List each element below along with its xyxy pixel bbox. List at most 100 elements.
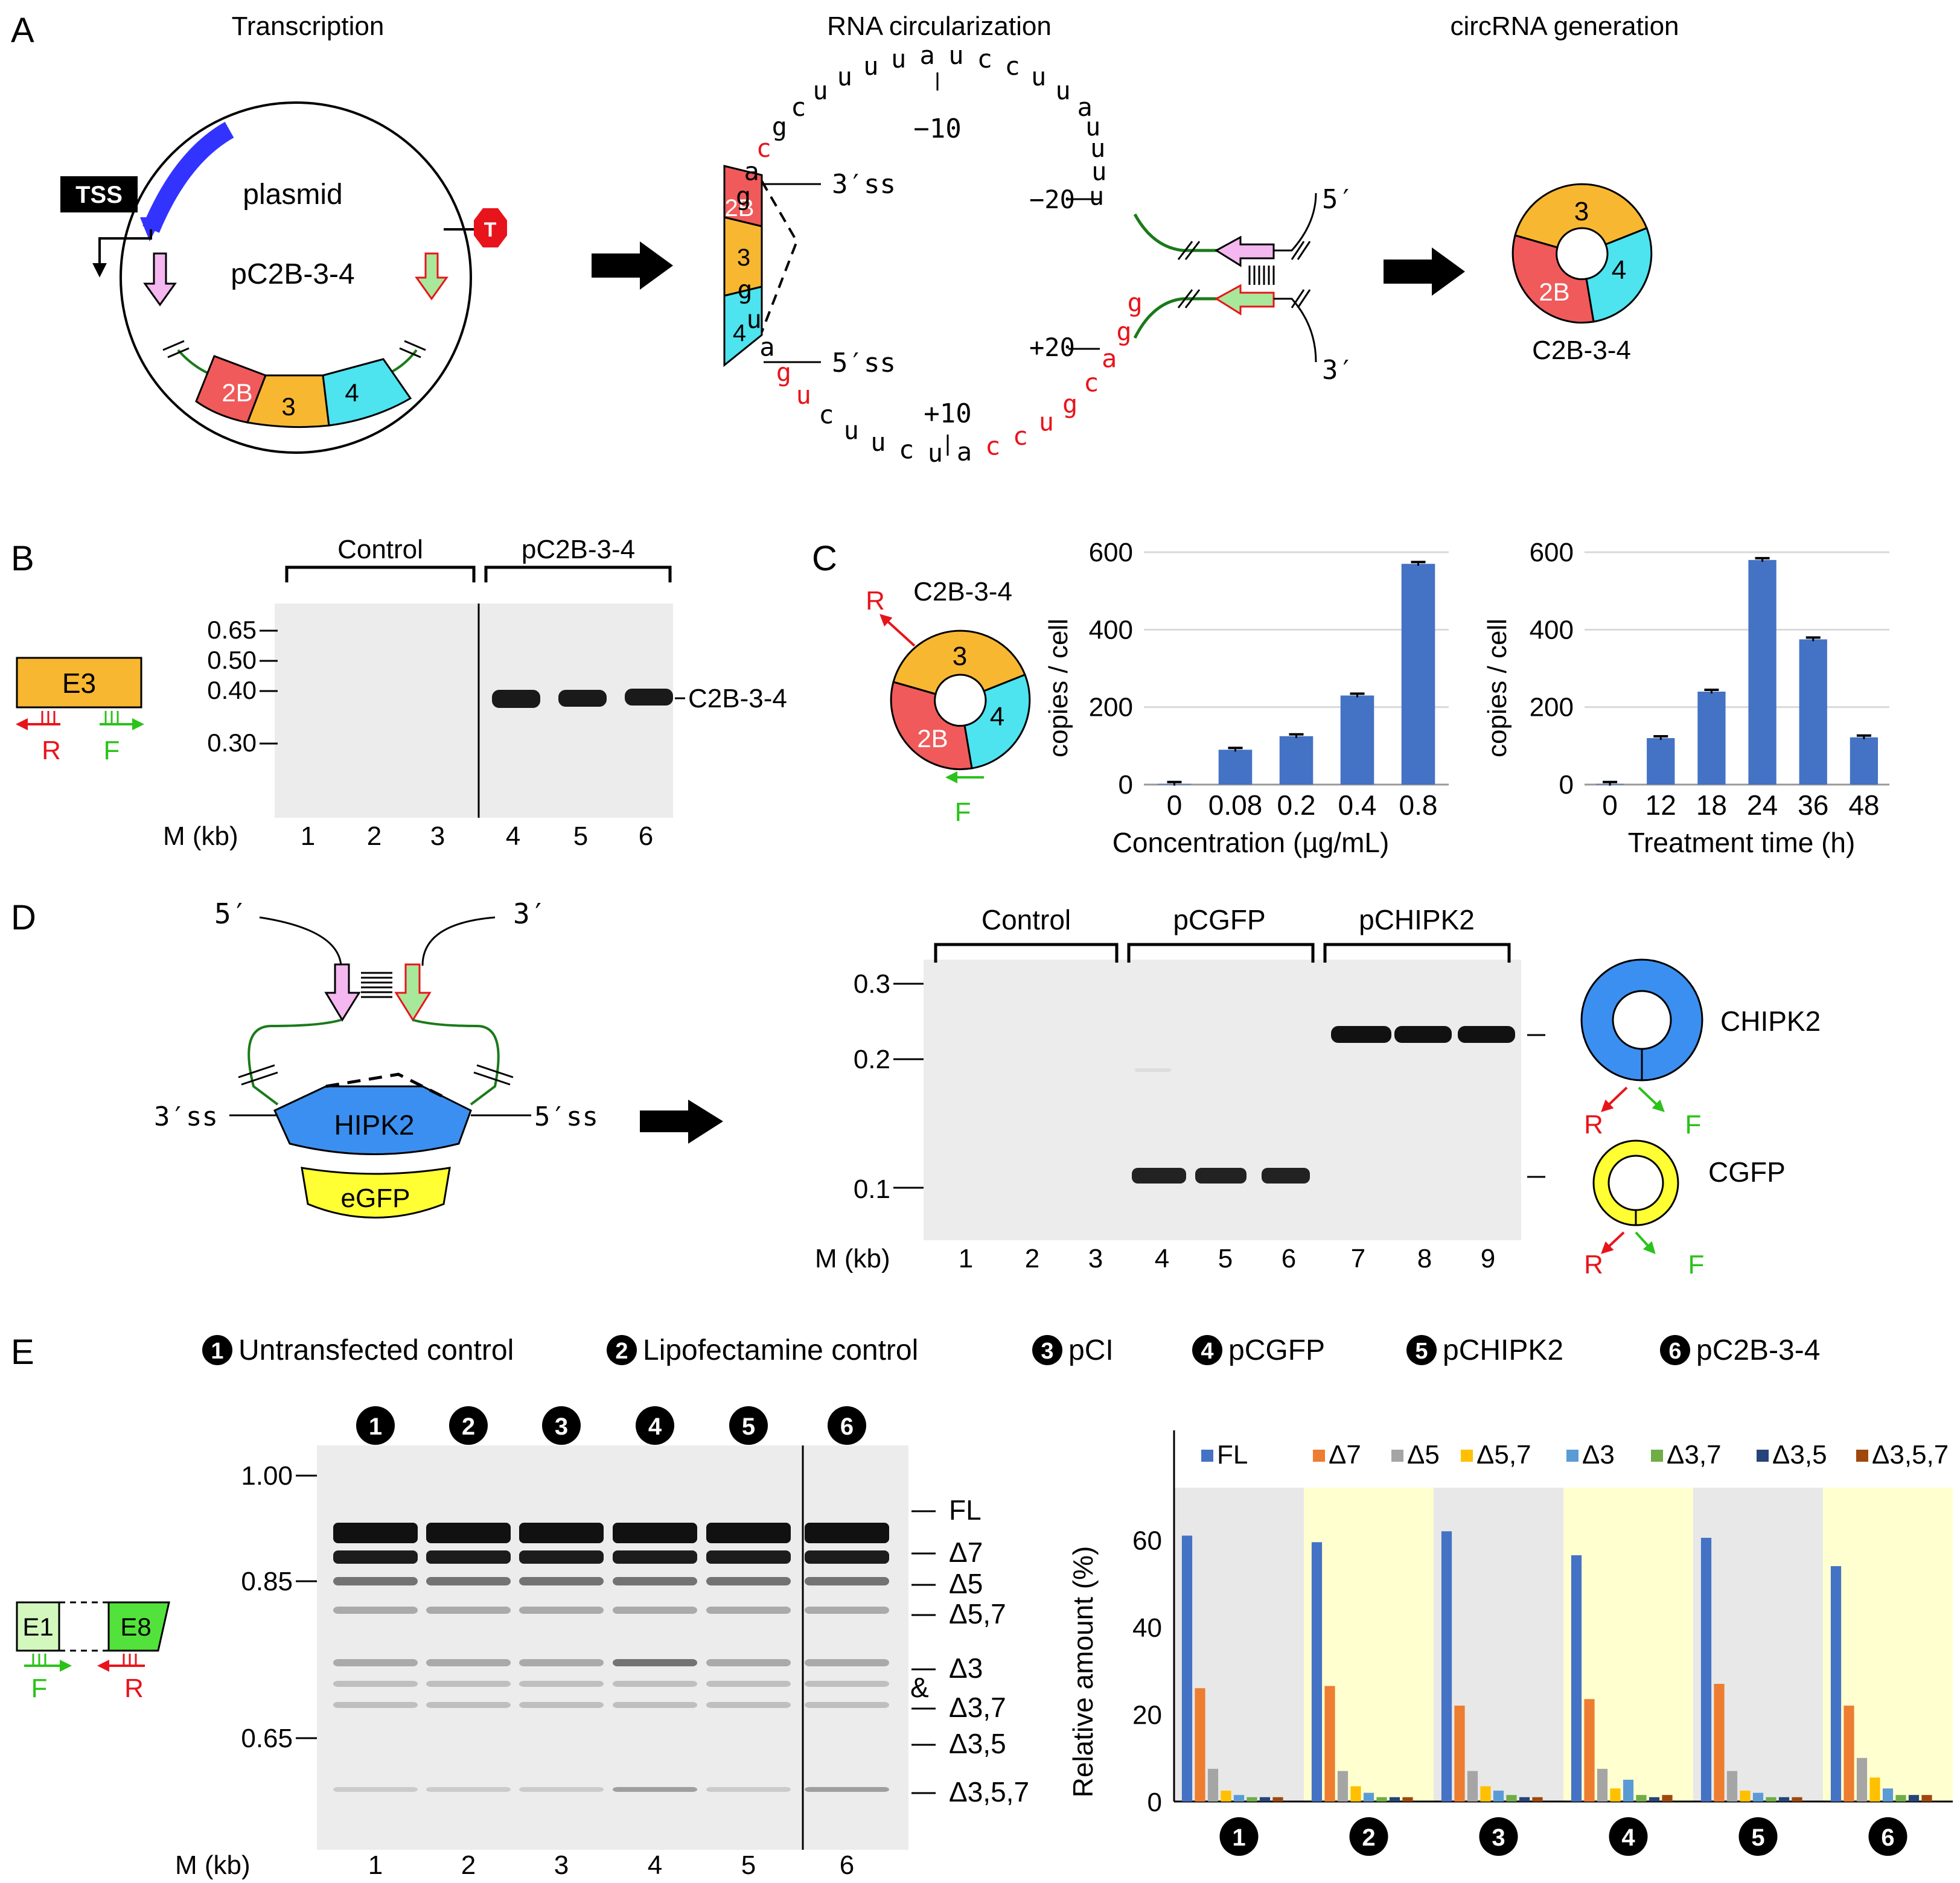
d-band-9: [1458, 1026, 1515, 1043]
m-label-b: M (kb): [163, 821, 238, 851]
cgfp-f: F: [1688, 1250, 1705, 1279]
lane-badge-number: 3: [555, 1413, 568, 1440]
seq-bottom-letter: u: [870, 427, 886, 457]
bar: [1799, 639, 1827, 785]
e8-label: E8: [120, 1613, 151, 1641]
plasmid-diagram: TSS plasmid pC2B-3-4 T 2B 3 4: [60, 101, 507, 454]
cgfp-r: R: [1584, 1250, 1603, 1279]
gel-band: [333, 1550, 418, 1564]
ytick-label: 200: [1530, 693, 1574, 722]
gel-band: [426, 1702, 511, 1708]
bar: [1195, 1688, 1205, 1802]
circrna-chipk2: R F CHIPK2: [1580, 958, 1821, 1139]
bar: [1697, 692, 1726, 785]
d-lane-3: 3: [1088, 1244, 1103, 1273]
d-band-8: [1394, 1026, 1452, 1043]
group-background: [1174, 1488, 1304, 1802]
bar: [1247, 1797, 1257, 1802]
d-band-7: [1331, 1026, 1391, 1043]
circ-c-exon-4: 4: [1612, 255, 1626, 285]
seq-bottom-letter: u: [747, 304, 762, 334]
gel-band: [706, 1577, 791, 1585]
bar: [1233, 1795, 1245, 1802]
marker-030: 0.30: [207, 728, 257, 757]
lane-number: 2: [461, 1850, 476, 1880]
group-control-b: Control: [337, 535, 423, 564]
gel-band: [613, 1787, 697, 1792]
gel-band: [805, 1659, 889, 1666]
bar: [1700, 1538, 1712, 1802]
bar: [1467, 1771, 1478, 1802]
gel-band: [613, 1523, 697, 1543]
lane-number-badge: [449, 1406, 488, 1445]
seq-top-letter: u: [863, 51, 878, 81]
seq-top-letter: u: [1089, 182, 1104, 211]
seq-top-letter: u: [948, 40, 963, 70]
chipk2-r: R: [1584, 1110, 1603, 1139]
e-marker-100: 1.00: [241, 1461, 293, 1491]
panel-e-legend: 1 Untransfected control 2 Lipofectamine con…: [202, 1334, 1820, 1366]
legend-entry: Δ3,5: [1772, 1440, 1827, 1470]
lane-b-1: 1: [301, 821, 315, 851]
plasmid-label: plasmid: [243, 179, 342, 211]
panel-letter-c: C: [812, 539, 837, 578]
xtick-label: 0.8: [1399, 789, 1438, 821]
gel-band: [519, 1607, 604, 1614]
seq-top-letter: c: [791, 92, 806, 122]
circrna-c-diagram: 3 2B 4 R F: [866, 586, 1031, 827]
chart1-xlabel: Concentration (µg/mL): [1112, 827, 1390, 858]
seq-top-letter: a: [744, 157, 759, 186]
seq-bottom-letter: g: [1127, 288, 1142, 317]
lane-badge-number: 2: [462, 1413, 475, 1440]
seq-bottom-letter: u: [796, 380, 811, 410]
d-green-repeat-icon: [394, 963, 432, 1022]
gel-band: [519, 1681, 604, 1687]
group-background: [1434, 1488, 1563, 1802]
category-label: 2: [1362, 1824, 1375, 1851]
d-band-6: [1262, 1168, 1310, 1184]
primer-r-b: R: [42, 736, 61, 765]
legend-number-badge: [607, 1335, 637, 1365]
ss3-label: 3′ss: [832, 169, 896, 200]
gel-band: [333, 1702, 418, 1708]
legend-number: 6: [1668, 1339, 1681, 1364]
seq-top-letter: u: [1055, 75, 1070, 105]
ytick-label: 400: [1530, 615, 1574, 645]
end-5prime: 5′: [1322, 184, 1354, 215]
seq-top-letter: u: [812, 75, 828, 105]
category-label: 3: [1492, 1824, 1505, 1851]
lane-badge-number: 4: [648, 1413, 662, 1440]
lane-b-6: 6: [639, 821, 653, 851]
bar: [1921, 1795, 1932, 1802]
bar: [1610, 1788, 1621, 1802]
bar: [1766, 1797, 1776, 1802]
bar: [1726, 1771, 1738, 1802]
group-background: [1304, 1488, 1434, 1802]
legend-entry: Δ5: [1407, 1440, 1440, 1470]
bar: [1895, 1795, 1906, 1802]
seq-top-letter: g: [772, 112, 787, 141]
xtick-label: 18: [1696, 789, 1727, 821]
category-label: 1: [1232, 1824, 1245, 1851]
exon-2b: 2B: [222, 378, 252, 407]
isoform-label: Δ5,7: [949, 1598, 1006, 1630]
seq-bottom-letter: g: [776, 358, 791, 387]
bar: [1869, 1777, 1880, 1802]
category-badge: [1349, 1817, 1388, 1856]
e-primer-r: R: [124, 1674, 144, 1703]
gel-band: [706, 1659, 791, 1666]
circ-exon-2b: 2B: [725, 195, 755, 221]
d-group-gfp: pCGFP: [1173, 904, 1265, 935]
chart-relative-amount: Relative amount (%) 0 20 40 60 1 2 3 4 5 6 FL Δ7 Δ5 Δ…: [1067, 1430, 1953, 1856]
gel-band: [426, 1681, 511, 1687]
isoform-label: &: [910, 1672, 929, 1703]
ytick-label: 0: [1559, 770, 1574, 800]
ytick-label: 600: [1089, 538, 1133, 567]
group-background: [1693, 1488, 1823, 1802]
isoform-label: FL: [949, 1494, 982, 1526]
circrna-c2b-3-4: 3 4 2B C2B-3-4: [1511, 183, 1653, 365]
category-label: 5: [1751, 1824, 1764, 1851]
lane-number: 1: [368, 1850, 383, 1880]
d-m-label: M (kb): [815, 1244, 890, 1273]
lane-number: 3: [554, 1850, 569, 1880]
